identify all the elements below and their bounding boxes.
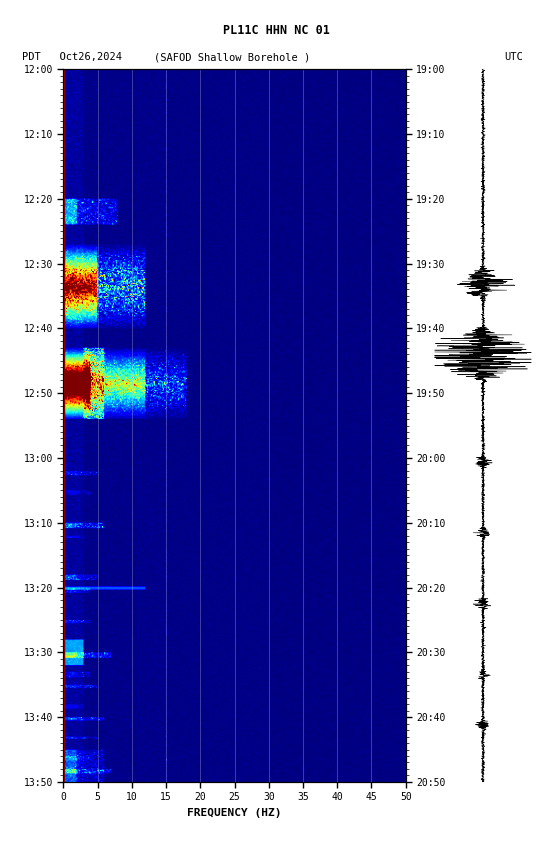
Text: PDT   Oct26,2024: PDT Oct26,2024 (22, 53, 122, 62)
Text: (SAFOD Shallow Borehole ): (SAFOD Shallow Borehole ) (153, 53, 310, 62)
Text: PL11C HHN NC 01: PL11C HHN NC 01 (222, 24, 330, 37)
Text: UTC: UTC (504, 53, 523, 62)
X-axis label: FREQUENCY (HZ): FREQUENCY (HZ) (187, 808, 282, 818)
